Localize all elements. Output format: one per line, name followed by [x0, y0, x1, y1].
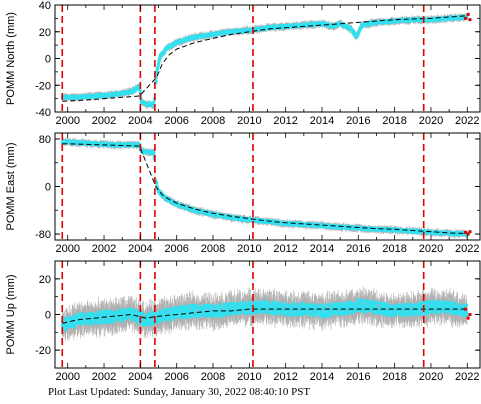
y-tick-label: -20	[35, 80, 51, 92]
data-point	[157, 62, 160, 66]
x-tick-label: 2014	[310, 115, 334, 127]
x-tick-label: 2018	[382, 115, 406, 127]
data-point	[152, 104, 156, 107]
observations-north	[60, 14, 469, 108]
x-tick-label: 2000	[55, 115, 79, 127]
x-tick-label: 2002	[92, 115, 116, 127]
recent-point	[463, 16, 467, 20]
event-markers-north	[61, 5, 425, 112]
data-point	[138, 89, 142, 93]
x-tick-label: 2006	[164, 115, 188, 127]
recent-point	[468, 18, 472, 22]
x-tick-label: 2016	[346, 115, 370, 127]
data-point	[154, 76, 158, 79]
y-tick-label: -40	[35, 107, 51, 119]
recent-point	[466, 12, 470, 16]
y-tick-label: 0	[45, 54, 51, 66]
data-point	[155, 71, 159, 74]
x-tick-label: 2008	[201, 115, 225, 127]
x-tick-label: 2010	[237, 115, 261, 127]
plot-area-north	[60, 5, 472, 112]
data-point	[96, 95, 100, 99]
x-tick-label: 2012	[273, 115, 297, 127]
x-tick-label: 2020	[419, 115, 443, 127]
data-point	[158, 57, 162, 60]
data-point	[156, 66, 160, 70]
data-point	[156, 64, 160, 68]
data-point	[350, 27, 353, 31]
data-point	[357, 30, 361, 34]
data-point	[154, 81, 158, 85]
data-point	[151, 102, 155, 106]
plot-area-east	[60, 133, 472, 240]
data-point	[155, 72, 158, 76]
y-axis-title-north: POMM North (mm)	[5, 12, 17, 105]
y-tick-label: 40	[39, 0, 51, 12]
data-point	[235, 28, 239, 32]
data-point	[154, 79, 158, 83]
data-point	[152, 100, 156, 104]
panel-north: -40 -20 0 20 40 2000 2002 2004 2006 2008 2010 2012 2…	[5, 0, 481, 127]
x-tick-label: 2004	[128, 115, 152, 127]
x-tick-label: 2022	[455, 115, 479, 127]
recent-data-north	[463, 12, 472, 22]
data-point	[155, 68, 159, 72]
data-point	[465, 14, 469, 18]
y-tick-label: 20	[39, 27, 51, 39]
data-point	[465, 16, 469, 20]
data-point	[163, 50, 167, 54]
data-point	[138, 83, 141, 87]
data-point	[356, 33, 360, 37]
data-point	[157, 60, 161, 64]
